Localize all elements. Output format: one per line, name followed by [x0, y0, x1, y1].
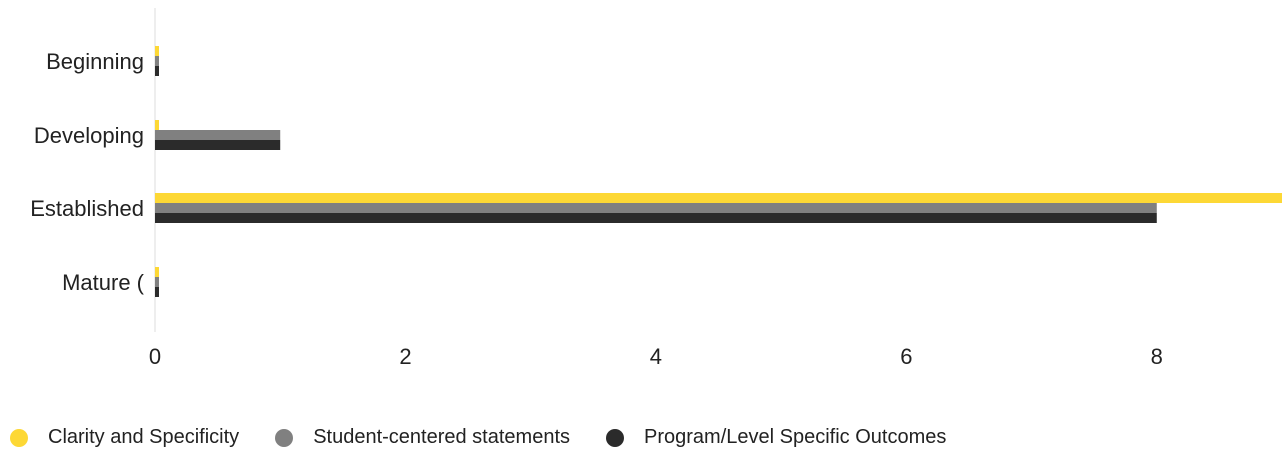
bar-beginning-series-2 [155, 56, 159, 66]
legend: Clarity and Specificity Student-centered … [10, 426, 982, 449]
category-label: Established [30, 196, 144, 221]
bar-mature-series-1 [155, 267, 159, 277]
bar-developing-series-1 [155, 120, 159, 130]
legend-item: Clarity and Specificity [10, 426, 239, 449]
bar-developing-series-2 [155, 130, 281, 140]
x-tick-label: 8 [1151, 344, 1163, 369]
legend-item: Program/Level Specific Outcomes [606, 426, 946, 449]
bar-developing-series-3 [155, 140, 281, 150]
category-label: Beginning [46, 49, 144, 74]
legend-marker-icon [10, 428, 28, 447]
legend-label: Clarity and Specificity [48, 426, 240, 448]
bar-mature-series-2 [155, 277, 159, 287]
bar-established-series-2 [155, 203, 1157, 213]
category-label: Developing [34, 123, 144, 148]
x-tick-label: 0 [149, 344, 161, 369]
x-tick-labels: 0 2 4 6 8 [149, 344, 1163, 369]
bar-beginning-series-3 [155, 66, 159, 76]
legend-item: Student-centered statements [275, 426, 570, 449]
x-tick-label: 6 [900, 344, 912, 369]
legend-marker-icon [275, 428, 294, 447]
bar-mature-series-3 [155, 287, 159, 297]
x-tick-label: 2 [399, 344, 411, 369]
category-labels: Beginning Developing Established Mature ( [30, 49, 144, 295]
x-tick-label: 4 [650, 344, 662, 369]
legend-label: Student-centered statements [313, 426, 571, 448]
legend-label: Program/Level Specific Outcomes [644, 426, 947, 448]
bars-group [155, 46, 1282, 297]
bar-established-series-3 [155, 213, 1157, 223]
bar-beginning-series-1 [155, 46, 159, 56]
legend-marker-icon [606, 428, 625, 447]
bar-established-series-1 [155, 193, 1282, 203]
category-label: Mature ( [62, 270, 145, 295]
